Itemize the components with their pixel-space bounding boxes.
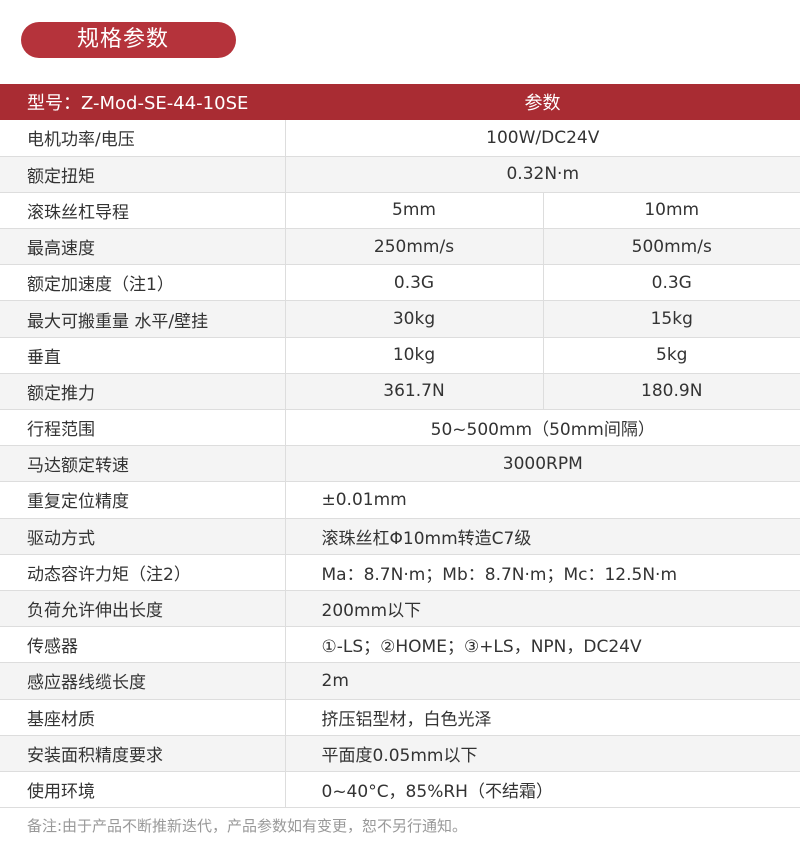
table-row: 垂直 10kg 5kg	[0, 337, 800, 374]
row-value: Ma：8.7N·m；Mb：8.7N·m；Mc：12.5N·m	[285, 554, 800, 591]
row-label: 使用环境	[0, 771, 286, 809]
row-value: 0~40°C，85%RH（不结霜）	[285, 771, 800, 809]
row-label: 额定扭矩	[0, 156, 286, 193]
table-row: 感应器线缆长度 2m	[0, 662, 800, 700]
row-label: 额定推力	[0, 373, 286, 411]
table-row: 滚珠丝杠导程 5mm 10mm	[0, 192, 800, 230]
table-header: 型号：Z-Mod-SE-44-10SE 参数	[0, 84, 800, 120]
table-row: 驱动方式 滚珠丝杠Φ10mm转造C7级	[0, 518, 800, 555]
row-value: 50~500mm（50mm间隔）	[285, 409, 800, 447]
row-value: 2m	[285, 662, 800, 700]
value-b: 180.9N	[543, 373, 800, 411]
value-b: 15kg	[543, 300, 800, 338]
row-label: 垂直	[0, 337, 286, 374]
row-label: 负荷允许伸出长度	[0, 590, 286, 628]
table-row: 行程范围 50~500mm（50mm间隔）	[0, 409, 800, 447]
row-label: 行程范围	[0, 409, 286, 447]
value-b: 0.3G	[543, 264, 800, 302]
row-value: 挤压铝型材，白色光泽	[285, 699, 800, 736]
value-a: 361.7N	[285, 373, 544, 411]
row-value: 0.32N·m	[285, 156, 800, 193]
row-value: 3000RPM	[285, 445, 800, 483]
value-b: 500mm/s	[543, 228, 800, 266]
table-row: 安装面积精度要求 平面度0.05mm以下	[0, 735, 800, 772]
model-header: 型号：Z-Mod-SE-44-10SE	[0, 84, 285, 120]
row-value: 100W/DC24V	[285, 120, 800, 157]
value-a: 10kg	[285, 337, 544, 374]
row-label: 电机功率/电压	[0, 120, 286, 157]
param-header: 参数	[285, 84, 800, 120]
value-a: 30kg	[285, 300, 544, 338]
section-title: 规格参数	[21, 22, 236, 58]
table-row: 额定推力 361.7N 180.9N	[0, 373, 800, 411]
table-row: 负荷允许伸出长度 200mm以下	[0, 590, 800, 628]
row-label: 滚珠丝杠导程	[0, 192, 286, 230]
row-label: 安装面积精度要求	[0, 735, 286, 772]
table-row: 马达额定转速 3000RPM	[0, 445, 800, 483]
table-row: 重复定位精度 ±0.01mm	[0, 481, 800, 519]
row-value: 平面度0.05mm以下	[285, 735, 800, 772]
row-label: 传感器	[0, 626, 286, 664]
spec-table: 型号：Z-Mod-SE-44-10SE 参数 电机功率/电压 100W/DC24V…	[0, 84, 800, 809]
value-a: 0.3G	[285, 264, 544, 302]
row-value: 滚珠丝杠Φ10mm转造C7级	[285, 518, 800, 555]
table-row: 最高速度 250mm/s 500mm/s	[0, 228, 800, 266]
table-row: 额定扭矩 0.32N·m	[0, 156, 800, 193]
row-value: ±0.01mm	[285, 481, 800, 519]
value-a: 250mm/s	[285, 228, 544, 266]
value-b: 10mm	[543, 192, 800, 230]
table-row: 电机功率/电压 100W/DC24V	[0, 120, 800, 157]
value-b: 5kg	[543, 337, 800, 374]
table-row: 最大可搬重量 水平/壁挂 30kg 15kg	[0, 300, 800, 338]
footnote: 备注:由于产品不断推新迭代，产品参数如有变更，恕不另行通知。	[27, 817, 468, 835]
row-label: 驱动方式	[0, 518, 286, 555]
table-row: 动态容许力矩（注2） Ma：8.7N·m；Mb：8.7N·m；Mc：12.5N·m	[0, 554, 800, 591]
table-row: 额定加速度（注1） 0.3G 0.3G	[0, 264, 800, 302]
row-label: 最大可搬重量 水平/壁挂	[0, 300, 286, 338]
row-label: 动态容许力矩（注2）	[0, 554, 286, 591]
table-row: 基座材质 挤压铝型材，白色光泽	[0, 699, 800, 736]
row-label: 马达额定转速	[0, 445, 286, 483]
row-label: 重复定位精度	[0, 481, 286, 519]
value-a: 5mm	[285, 192, 544, 230]
table-row: 传感器 ①-LS；②HOME；③+LS，NPN，DC24V	[0, 626, 800, 664]
row-label: 感应器线缆长度	[0, 662, 286, 700]
row-label: 额定加速度（注1）	[0, 264, 286, 302]
row-label: 基座材质	[0, 699, 286, 736]
row-value: 200mm以下	[285, 590, 800, 628]
row-value: ①-LS；②HOME；③+LS，NPN，DC24V	[285, 626, 800, 664]
table-row: 使用环境 0~40°C，85%RH（不结霜）	[0, 771, 800, 809]
row-label: 最高速度	[0, 228, 286, 266]
